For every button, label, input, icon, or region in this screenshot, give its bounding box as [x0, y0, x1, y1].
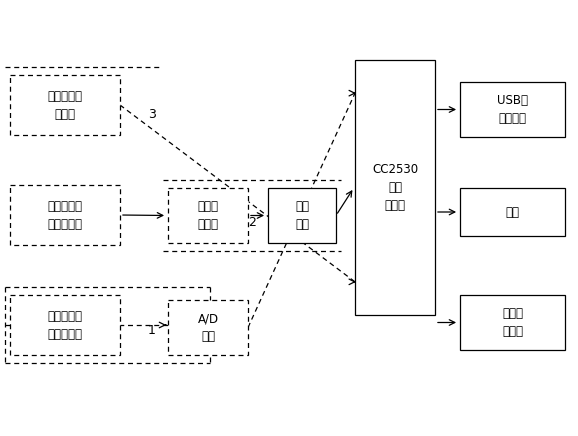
Text: CC2530
无线
处理器: CC2530 无线 处理器 — [372, 163, 418, 212]
Bar — [168, 188, 248, 243]
Bar — [10, 185, 120, 245]
Text: 电容输出式
湿度传感器: 电容输出式 湿度传感器 — [47, 200, 83, 231]
Bar — [10, 295, 120, 355]
Text: 电容频
率转换: 电容频 率转换 — [198, 200, 218, 231]
Text: 液晶显
示模块: 液晶显 示模块 — [502, 307, 523, 338]
Text: 数字式湿度
传感器: 数字式湿度 传感器 — [47, 89, 83, 120]
Text: A/D
转换: A/D 转换 — [198, 312, 218, 343]
Text: 2: 2 — [248, 215, 256, 228]
Bar — [168, 300, 248, 355]
Text: 键盘: 键盘 — [506, 205, 520, 218]
Bar — [460, 82, 565, 137]
Bar — [10, 75, 120, 135]
Bar — [268, 188, 336, 243]
Text: USB转
串口模块: USB转 串口模块 — [497, 94, 528, 125]
Text: 电压输出式
湿度传感器: 电压输出式 湿度传感器 — [47, 310, 83, 341]
Text: 3: 3 — [148, 109, 156, 122]
Text: 1: 1 — [148, 324, 156, 337]
Text: 分频
电路: 分频 电路 — [295, 200, 309, 231]
Bar — [460, 188, 565, 236]
Bar — [460, 295, 565, 350]
Bar — [355, 60, 435, 315]
